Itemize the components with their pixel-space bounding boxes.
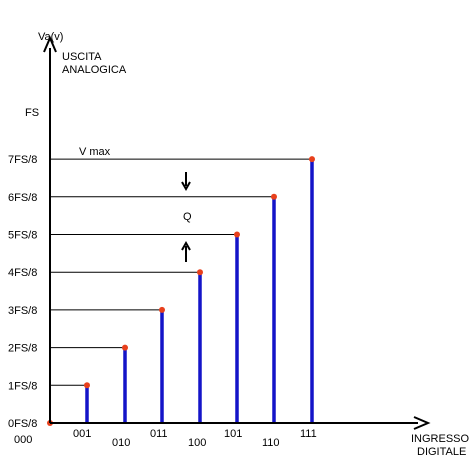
point-110 (271, 193, 277, 200)
y-tick-labels: 0FS/8 1FS/8 2FS/8 3FS/8 4FS/8 5FS/8 6FS/8 7FS/8 (8, 154, 37, 430)
point-100 (197, 269, 203, 276)
y-tick-label: 6FS/8 (8, 192, 37, 204)
y-tick-label: 7FS/8 (8, 154, 37, 166)
x-tick-label: 001 (73, 428, 91, 440)
y-title-line-2: ANALOGICA (62, 64, 127, 76)
x-tick-label: 011 (150, 428, 168, 440)
x-tick-labels: 000 001 010 011 100 101 110 111 (14, 428, 317, 449)
x-tick-label: 110 (262, 437, 280, 449)
bars-group (85, 159, 314, 423)
points-group (47, 156, 315, 426)
y-tick-label: 3FS/8 (8, 305, 37, 317)
y-title-line-1: USCITA (62, 51, 102, 63)
fs-label: FS (25, 107, 39, 119)
x-tick-label: 010 (112, 437, 130, 449)
y-tick-label: 1FS/8 (8, 380, 37, 392)
x-axis-arrow-icon (413, 416, 431, 430)
point-010 (122, 344, 128, 351)
x-tick-label: 100 (188, 437, 206, 449)
q-label: Q (183, 211, 192, 223)
x-tick-label: 101 (224, 428, 242, 440)
x-title-line-1: INGRESSO (411, 433, 470, 445)
point-101 (234, 231, 240, 238)
y-tick-label: 5FS/8 (8, 230, 37, 242)
x-tick-label: 000 (14, 434, 32, 446)
y-tick-label: 4FS/8 (8, 267, 37, 279)
x-title-line-2: DIGITALE (417, 446, 466, 458)
y-unit-label: Va(v) (38, 31, 63, 43)
point-111 (309, 156, 315, 163)
down-arrow-icon (181, 172, 191, 192)
up-arrow-icon (181, 240, 191, 262)
y-tick-label: 0FS/8 (8, 418, 37, 430)
point-001 (84, 382, 90, 389)
point-011 (159, 306, 165, 313)
y-tick-label: 2FS/8 (8, 343, 37, 355)
vmax-label: V max (79, 146, 111, 158)
guide-lines (50, 158, 312, 386)
y-axis-arrow-icon (43, 35, 57, 53)
x-tick-label: 111 (300, 428, 317, 440)
